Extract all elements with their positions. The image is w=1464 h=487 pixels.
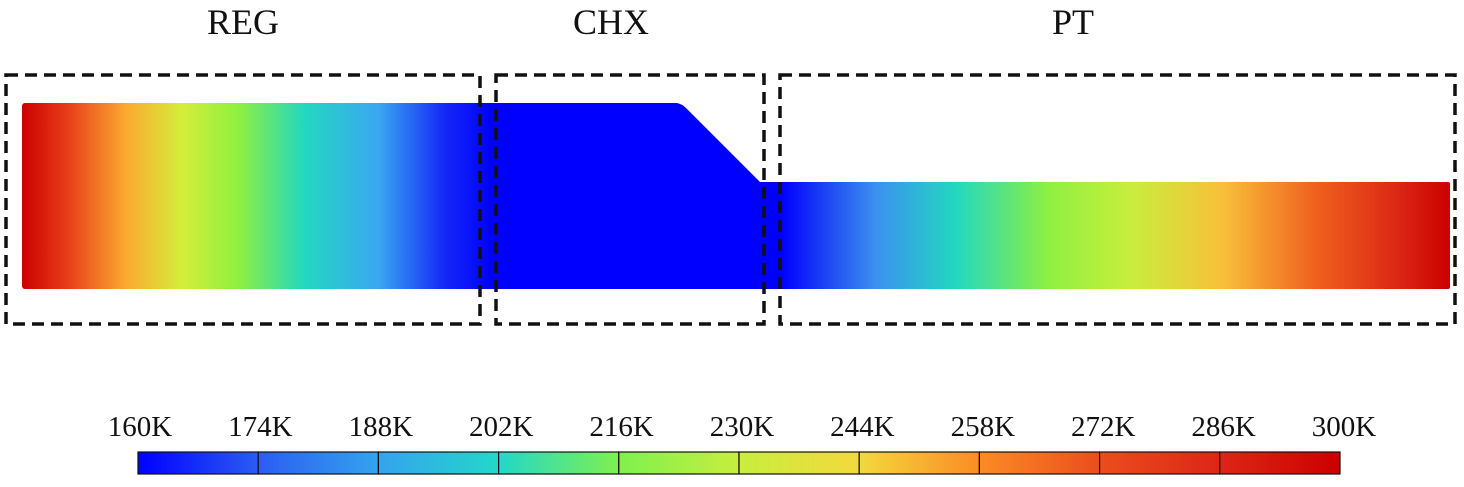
colorbar-segment bbox=[137, 451, 259, 475]
temperature-field bbox=[22, 103, 1450, 289]
section-title-pt: PT bbox=[1052, 2, 1094, 42]
colorbar-segment bbox=[377, 451, 500, 475]
colorbar-tick-label: 272K bbox=[1071, 411, 1136, 443]
colorbar-segment bbox=[618, 451, 740, 475]
colorbar-segment bbox=[1098, 451, 1221, 475]
colorbar-segment bbox=[858, 451, 981, 475]
colorbar-tick-label: 188K bbox=[349, 411, 414, 443]
chx-field bbox=[488, 103, 784, 289]
colorbar-tick-label: 300K bbox=[1312, 411, 1377, 443]
colorbar-tick-label: 286K bbox=[1191, 411, 1256, 443]
colorbar-tick-label: 160K bbox=[108, 411, 173, 443]
colorbar-segment bbox=[257, 451, 380, 475]
colorbar-tick-label: 244K bbox=[830, 411, 895, 443]
section-title-chx: CHX bbox=[573, 2, 649, 42]
colorbar-segment bbox=[738, 451, 860, 475]
temperature-colorbar bbox=[137, 451, 1341, 475]
colorbar-tick-label: 216K bbox=[589, 411, 654, 443]
colorbar-segment bbox=[978, 451, 1101, 475]
reg-field bbox=[22, 103, 492, 289]
chx-section-box bbox=[494, 73, 766, 326]
pt-section-box bbox=[778, 73, 1457, 326]
colorbar-tick-label: 258K bbox=[951, 411, 1016, 443]
colorbar-tick-label: 230K bbox=[710, 411, 775, 443]
section-title-reg: REG bbox=[207, 2, 279, 42]
colorbar-tick-label: 202K bbox=[469, 411, 534, 443]
colorbar-segment bbox=[1219, 451, 1341, 475]
colorbar-tick-labels: 160K 174K 188K 202K 216K 230K 244K 258K 272K 286K… bbox=[108, 411, 1377, 443]
pt-field bbox=[782, 182, 1450, 289]
colorbar-tick-label: 174K bbox=[228, 411, 293, 443]
reg-section-box bbox=[4, 73, 482, 326]
colorbar-segment bbox=[498, 451, 620, 475]
